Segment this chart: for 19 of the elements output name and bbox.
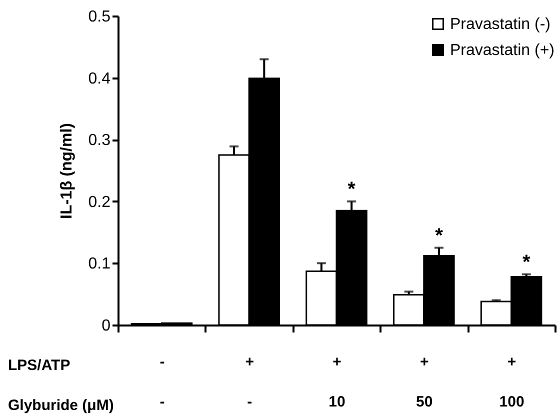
y-tick-label: 0.5 bbox=[88, 8, 111, 26]
text: LPS/ATP bbox=[8, 357, 70, 374]
y-tick-label: 0.3 bbox=[88, 132, 111, 150]
y-tick-label: 0.2 bbox=[88, 194, 111, 211]
category-label: + 100 bbox=[499, 354, 524, 410]
y-axis-title: IL-1β (ng/ml) bbox=[58, 123, 76, 219]
legend-label: Pravastatin (-) bbox=[450, 16, 550, 33]
category-label: + 10 bbox=[328, 354, 346, 410]
y-tick-label: 0.1 bbox=[88, 256, 111, 273]
annotation: * bbox=[348, 178, 356, 200]
category-label: - - bbox=[160, 354, 165, 410]
category-label: + 50 bbox=[416, 354, 433, 410]
category-label: + - bbox=[245, 354, 254, 410]
legend-label: Pravastatin (+) bbox=[450, 42, 554, 59]
annotation: * bbox=[435, 224, 444, 247]
annotation: * bbox=[522, 251, 530, 274]
y-tick-label: 0 bbox=[102, 318, 111, 334]
text: Glyburide (μM) bbox=[8, 397, 114, 414]
y-tick-label: 0.4 bbox=[88, 70, 111, 88]
